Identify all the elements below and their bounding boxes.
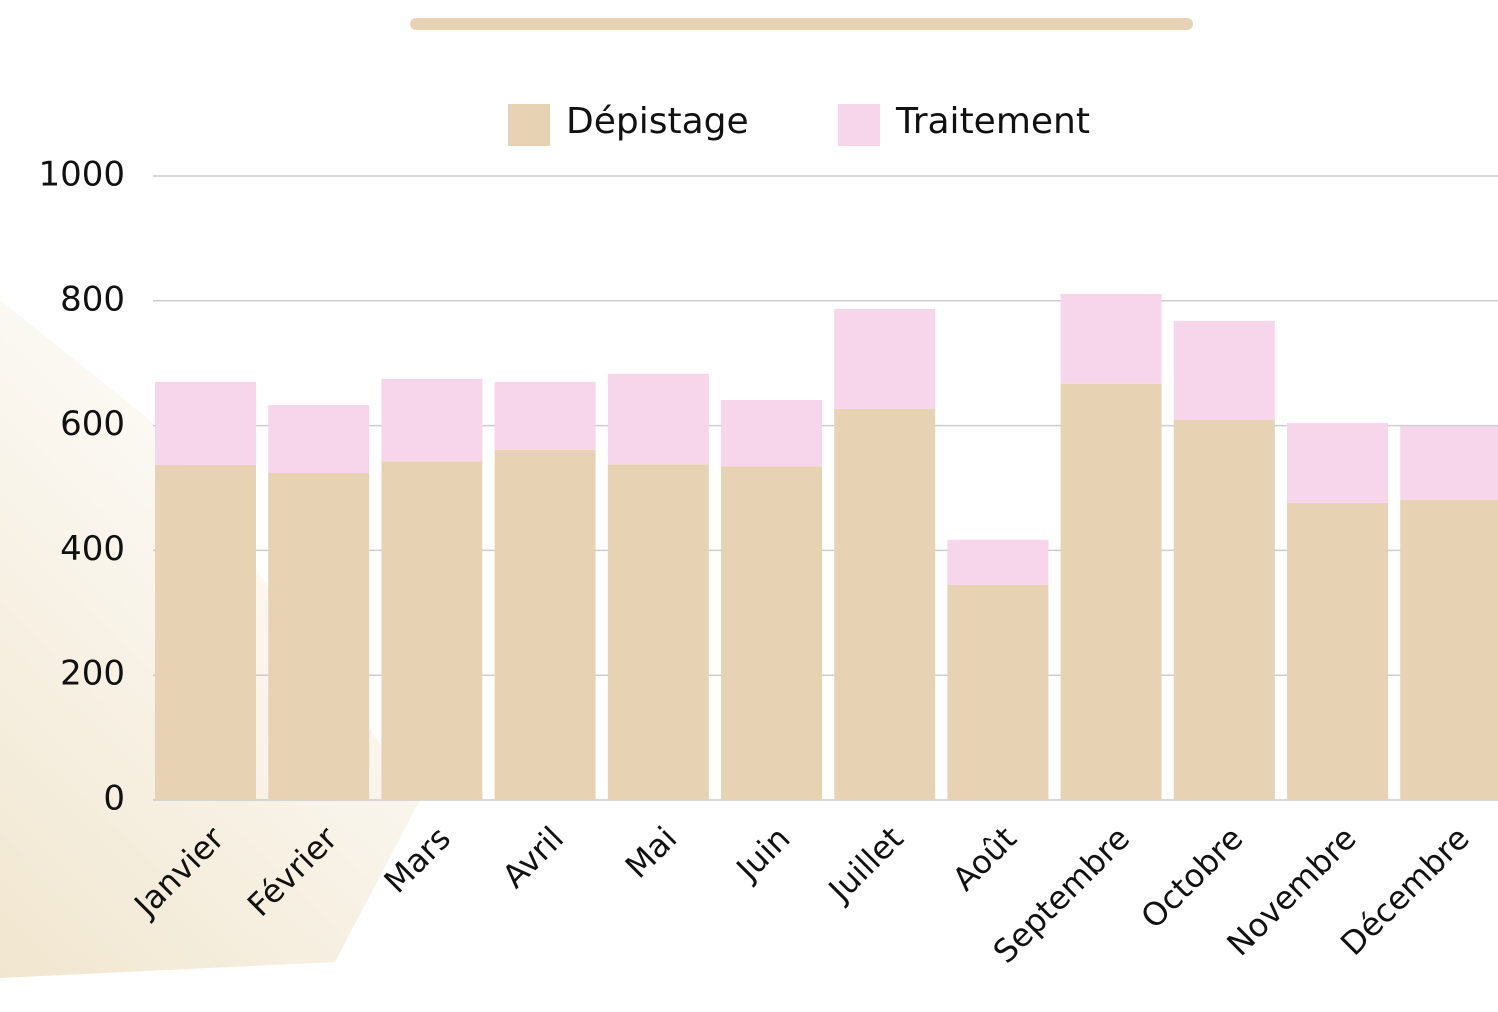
bar-segment [721,400,822,467]
top-decoration [410,18,1193,30]
bar-segment [721,466,822,800]
bar-segment [155,464,256,800]
x-tick-label: Avril [495,819,571,895]
bar-segment [834,408,936,800]
y-tick-label: 200 [60,654,125,694]
bar-segment [1287,502,1388,800]
legend-label: Dépistage [566,101,749,142]
bar-segment [381,378,483,462]
bar-segment [268,473,370,800]
y-tick-label: 400 [60,529,125,569]
legend-swatch [508,104,550,146]
bar-segment [607,464,709,800]
x-tick-label: Juin [728,819,798,889]
legend: Dépistage Traitement [508,101,1090,146]
legend-label: Traitement [895,101,1090,142]
legend-swatch [838,104,880,146]
bar-segment [155,381,256,465]
bar-segment [268,405,370,474]
bar-segment [947,539,1049,585]
y-tick-label: 800 [60,279,125,319]
bar-segment [1173,320,1275,420]
bar-segment [494,449,596,800]
bar-segment [494,381,596,450]
x-tick-label: Octobre [1133,819,1250,936]
bar-segment [834,308,936,409]
bar-segment [947,584,1049,800]
y-tick-label: 1000 [38,155,125,195]
bar-segment [1400,426,1498,500]
x-tick-label: Août [945,819,1024,898]
bar-segment [1173,419,1275,800]
y-tick-label: 600 [60,404,125,444]
y-tick-label: 0 [103,779,125,819]
bar-segment [1060,383,1162,800]
bar-segment [381,461,483,800]
bar-segment [1287,423,1388,503]
bar-segment [607,373,709,465]
bar-segment [1060,293,1162,384]
bar-segment [1400,499,1498,800]
x-tick-label: Juillet [820,819,911,910]
x-tick-label: Mai [618,819,685,886]
